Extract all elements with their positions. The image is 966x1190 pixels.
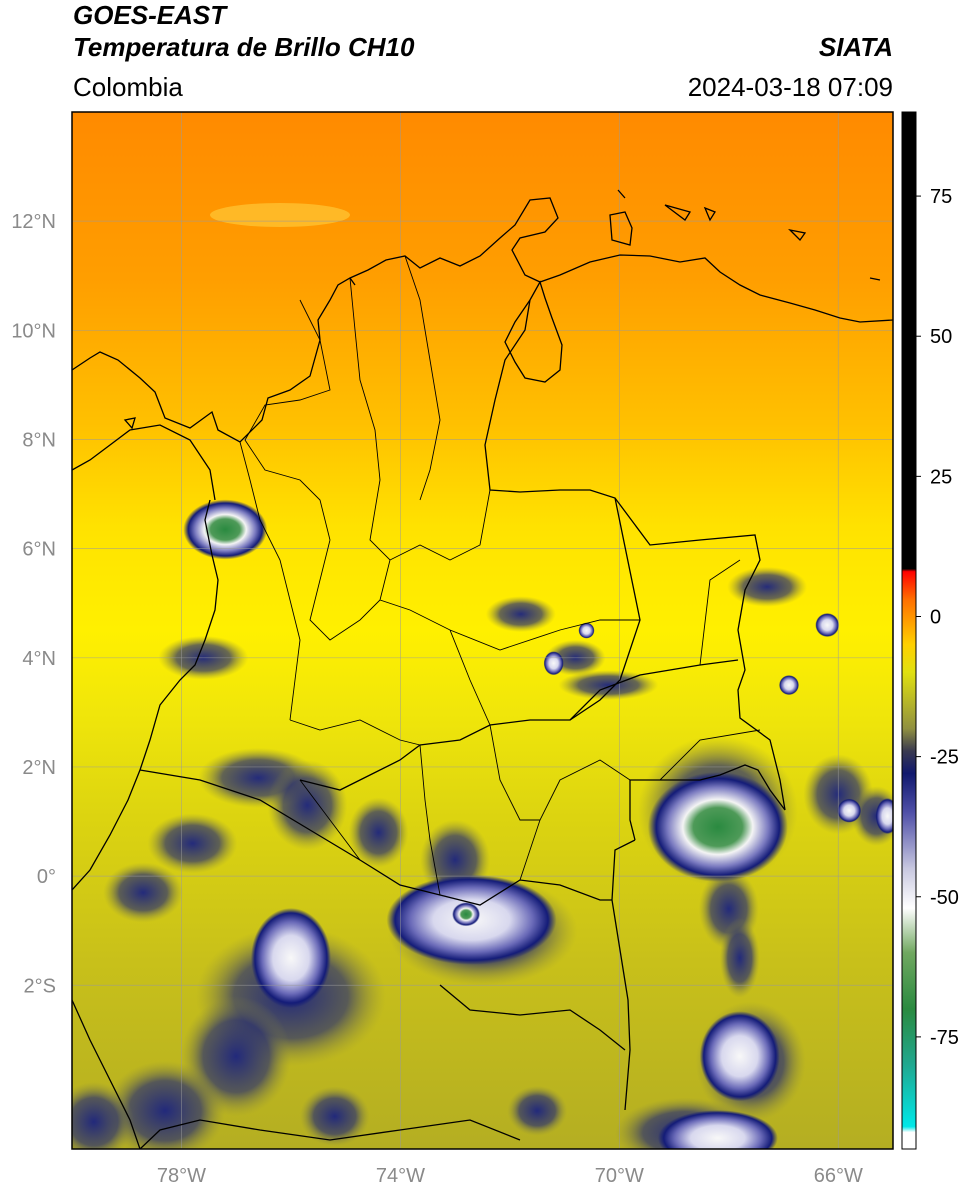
choco-cell <box>183 499 268 560</box>
island-group-small <box>123 277 356 430</box>
boundaries <box>72 189 893 1149</box>
cold-cloud-band <box>72 1081 134 1149</box>
colorbar-tick-label: -50 <box>930 887 959 909</box>
department-lines <box>239 255 640 896</box>
lat-tick-label: 12°N <box>11 211 56 233</box>
lon-tick-label: 78°W <box>157 1165 206 1187</box>
lat-tick-label: 6°N <box>22 539 56 561</box>
amazonas-border <box>439 984 626 1051</box>
colorbar-ticks: 75 50 25 0 -25 -50 -75 <box>916 186 959 1049</box>
colombia-brazil-border <box>611 839 636 1111</box>
peru-border <box>139 1119 521 1149</box>
lat-tick-label: 10°N <box>11 320 56 342</box>
gridlines <box>72 112 893 1149</box>
caqueta-core <box>452 902 481 927</box>
product-title: Temperatura de Brillo CH10 <box>73 32 415 62</box>
latitude-labels: 12°N 10°N 8°N 6°N 4°N 2°N 0° 2°S <box>11 211 56 997</box>
cold-cloud-band <box>103 862 184 923</box>
datetime-label: 2024-03-18 07:09 <box>687 72 893 102</box>
caribbean-coastline <box>72 197 893 443</box>
colorbar-tick-label: 50 <box>930 326 952 348</box>
cold-cloud-band <box>727 566 808 607</box>
aruba-curacao-islands <box>609 189 881 281</box>
map-frame <box>71 111 894 1150</box>
colorbar-tick-label: 0 <box>930 606 941 628</box>
lat-tick-label: 0° <box>37 866 56 888</box>
guainia-cell <box>647 771 788 882</box>
small-cell-4 <box>815 613 840 638</box>
colorbar <box>902 112 916 1149</box>
lat-tick-label: 4°N <box>22 648 56 670</box>
ecuador-coast <box>72 999 141 1149</box>
longitude-labels: 78°W 74°W 70°W 66°W <box>157 1165 863 1187</box>
cold-cloud-band <box>507 1085 568 1136</box>
small-cell-1 <box>543 651 564 676</box>
southern-border <box>139 769 612 906</box>
lon-tick-label: 70°W <box>595 1165 644 1187</box>
cold-cloud-band <box>299 1086 370 1147</box>
ecuador-cell <box>250 907 331 1008</box>
lat-tick-label: 8°N <box>22 429 56 451</box>
cold-cloud-band <box>147 813 238 874</box>
small-cell-6 <box>875 798 893 835</box>
cold-cloud-band <box>719 917 760 998</box>
cold-cloud-band <box>267 760 348 851</box>
small-cell-2 <box>578 622 595 639</box>
cold-cloud-band <box>485 596 556 633</box>
warm-speckle <box>210 203 350 227</box>
lake-maracaibo <box>504 280 563 383</box>
amazonas-cell <box>699 1011 780 1102</box>
venezuela-state-lines <box>299 497 641 791</box>
colorbar-tick-label: -75 <box>930 1027 959 1049</box>
lon-tick-label: 66°W <box>814 1165 863 1187</box>
map-area <box>72 112 893 1149</box>
lon-tick-label: 74°W <box>376 1165 425 1187</box>
small-cell-3 <box>779 675 800 696</box>
region-label: Colombia <box>73 72 183 102</box>
colorbar-tick-label: 75 <box>930 186 952 208</box>
satellite-title: GOES-EAST <box>73 0 227 30</box>
agency-label: SIATA <box>818 32 893 62</box>
venezuela-interior <box>659 559 761 781</box>
colorbar-frame <box>901 111 917 1150</box>
colombia-venezuela-border <box>484 299 786 841</box>
colorbar-tick-label: 25 <box>930 466 952 488</box>
lat-tick-label: 2°S <box>24 975 56 997</box>
amazonas-south <box>657 1110 778 1149</box>
brightness-temperature-field <box>72 112 893 1149</box>
cold-cloud-band <box>348 797 409 868</box>
small-cell-5 <box>837 798 862 823</box>
colorbar-tick-label: -25 <box>930 747 959 769</box>
pacific-coastline <box>72 499 219 891</box>
orinoco-line <box>569 659 739 721</box>
panama-coast <box>72 424 216 501</box>
lat-tick-label: 2°N <box>22 757 56 779</box>
cold-cloud-band <box>105 1060 226 1149</box>
